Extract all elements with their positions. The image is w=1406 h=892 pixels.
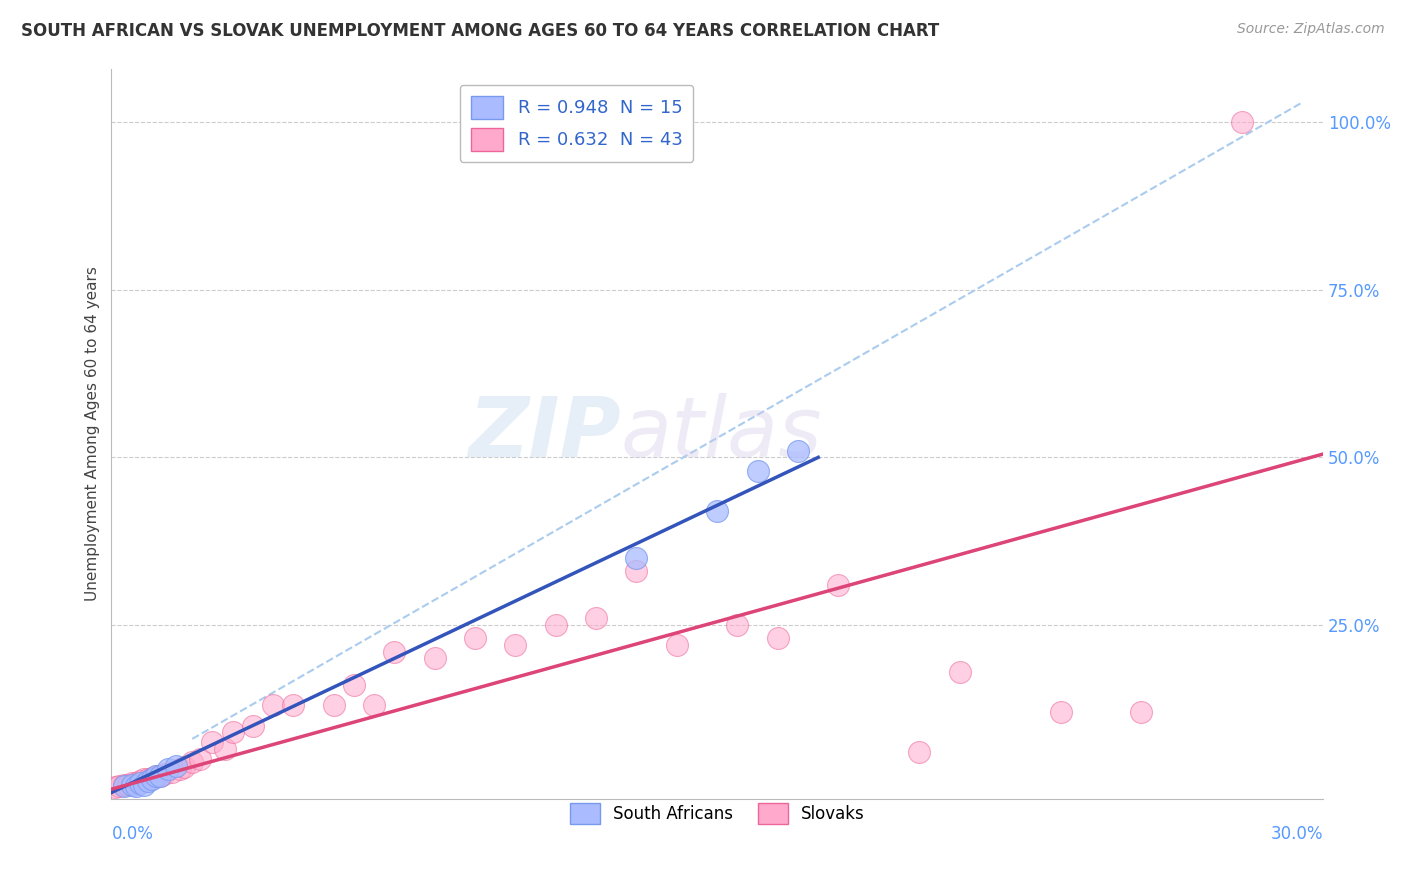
Point <box>363 698 385 713</box>
Text: SOUTH AFRICAN VS SLOVAK UNEMPLOYMENT AMONG AGES 60 TO 64 YEARS CORRELATION CHART: SOUTH AFRICAN VS SLOVAK UNEMPLOYMENT AMO… <box>21 22 939 40</box>
Point <box>201 735 224 749</box>
Point <box>169 762 191 776</box>
Text: 0.0%: 0.0% <box>111 825 153 843</box>
Point <box>505 638 527 652</box>
Point <box>908 745 931 759</box>
Point <box>124 779 146 793</box>
Point <box>149 769 172 783</box>
Point <box>727 618 749 632</box>
Text: atlas: atlas <box>620 393 823 475</box>
Point <box>141 772 163 787</box>
Point <box>104 780 127 795</box>
Point <box>423 651 446 665</box>
Point <box>124 775 146 789</box>
Point <box>181 756 204 770</box>
Point <box>156 762 179 776</box>
Point <box>132 772 155 787</box>
Point <box>1232 115 1254 129</box>
Point <box>747 464 769 478</box>
Point <box>343 678 366 692</box>
Point <box>188 752 211 766</box>
Point <box>136 772 159 787</box>
Point <box>112 779 135 793</box>
Text: ZIP: ZIP <box>468 393 620 475</box>
Point <box>149 769 172 783</box>
Point <box>160 765 183 780</box>
Point <box>145 769 167 783</box>
Point <box>145 769 167 783</box>
Point <box>1049 705 1071 719</box>
Point <box>136 773 159 788</box>
Point <box>464 632 486 646</box>
Point <box>949 665 972 679</box>
Point <box>706 504 728 518</box>
Point <box>626 550 648 565</box>
Point <box>283 698 305 713</box>
Point <box>827 578 849 592</box>
Point <box>121 778 143 792</box>
Point <box>665 638 688 652</box>
Legend: South Africans, Slovaks: South Africans, Slovaks <box>562 797 872 831</box>
Y-axis label: Unemployment Among Ages 60 to 64 years: Unemployment Among Ages 60 to 64 years <box>86 267 100 601</box>
Point <box>153 766 176 780</box>
Point <box>766 632 789 646</box>
Point <box>128 773 150 788</box>
Point <box>585 611 607 625</box>
Point <box>132 778 155 792</box>
Point <box>626 565 648 579</box>
Text: Source: ZipAtlas.com: Source: ZipAtlas.com <box>1237 22 1385 37</box>
Point <box>108 779 131 793</box>
Point <box>112 778 135 792</box>
Point <box>787 443 810 458</box>
Point <box>544 618 567 632</box>
Point <box>382 645 405 659</box>
Point <box>1130 705 1153 719</box>
Point <box>262 698 284 713</box>
Point <box>242 718 264 732</box>
Point <box>128 775 150 789</box>
Point <box>322 698 344 713</box>
Point <box>141 771 163 785</box>
Point <box>221 725 243 739</box>
Point <box>165 758 187 772</box>
Point <box>173 760 195 774</box>
Point <box>214 742 236 756</box>
Point <box>117 778 139 792</box>
Text: 30.0%: 30.0% <box>1271 825 1323 843</box>
Point <box>121 775 143 789</box>
